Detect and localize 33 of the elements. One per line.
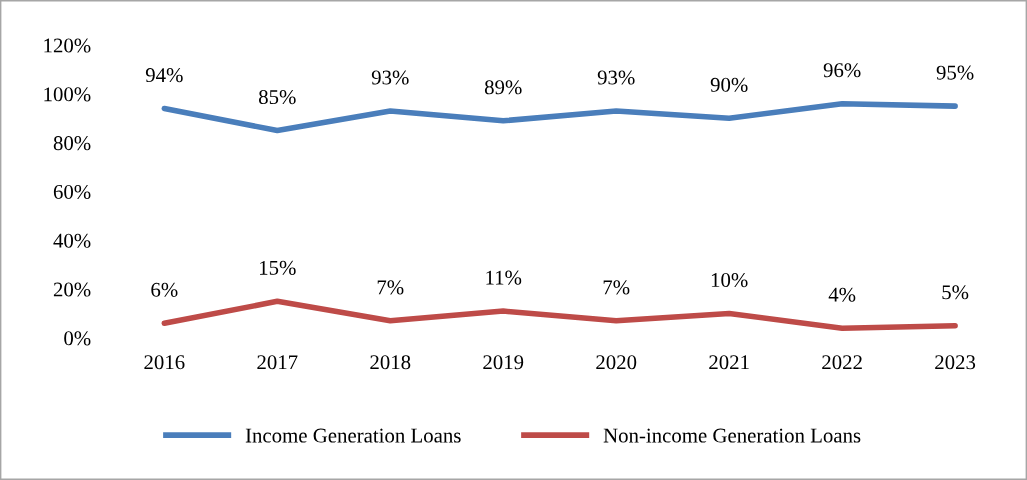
x-tick-label: 2020	[596, 355, 637, 370]
y-tick-label: 80%	[53, 136, 91, 151]
y-tick-label: 0%	[64, 331, 91, 346]
y-tick-label: 60%	[53, 184, 91, 200]
legend-label: Non-income Generation Loans	[603, 428, 861, 443]
data-label: 7%	[377, 280, 404, 295]
data-label: 4%	[828, 287, 856, 302]
data-label: 7%	[603, 280, 630, 295]
data-label: 93%	[597, 70, 635, 85]
data-label: 93%	[371, 70, 409, 85]
data-label: 90%	[710, 77, 748, 92]
x-tick-label: 2021	[709, 355, 749, 370]
x-tick-label: 2023	[935, 355, 976, 370]
data-label: 96%	[823, 63, 861, 78]
data-label: 15%	[260, 260, 296, 275]
y-tick-label: 100%	[44, 87, 91, 102]
x-tick-label: 2019	[483, 355, 524, 370]
data-label: 11%	[486, 270, 522, 285]
x-tick-label: 2016	[144, 355, 185, 370]
x-tick-label: 2017	[257, 355, 298, 370]
data-label: 85%	[258, 90, 296, 105]
data-label: 10%	[711, 273, 748, 288]
data-label: 5%	[942, 285, 969, 300]
data-label: 89%	[484, 80, 522, 95]
y-tick-label: 120%	[44, 38, 91, 53]
legend-label: Income Generation Loans	[245, 428, 461, 443]
y-tick-label: 20%	[53, 282, 91, 297]
x-tick-label: 2022	[822, 355, 862, 370]
data-label: 95%	[936, 65, 974, 80]
data-label: 6%	[151, 282, 178, 297]
y-tick-label: 40%	[53, 233, 91, 248]
data-label: 94%	[145, 68, 183, 83]
x-tick-label: 2018	[370, 355, 411, 370]
